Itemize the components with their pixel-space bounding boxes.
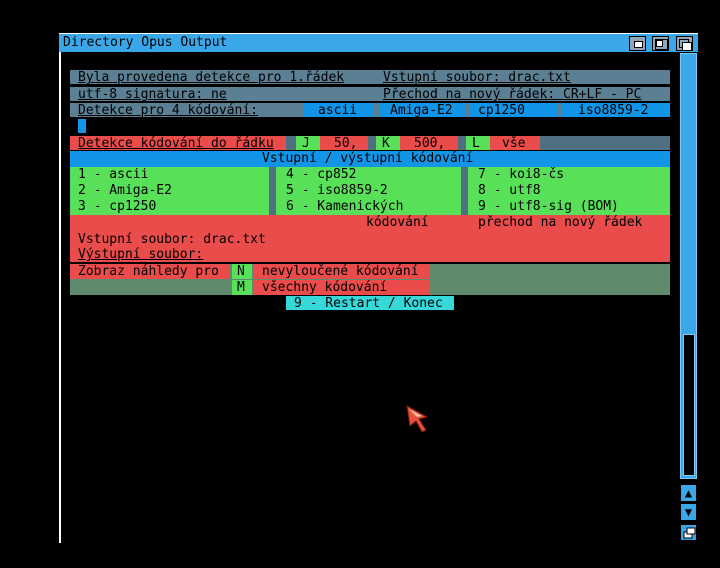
encoding-option-3[interactable]: 3 - cp1250	[78, 199, 157, 214]
encoding-option-6[interactable]: 6 - Kamenických	[286, 199, 404, 214]
depth-option-500[interactable]	[400, 136, 458, 150]
encoding-iso-cell	[562, 103, 670, 117]
encoding-ascii: ascii	[318, 103, 358, 118]
encoding-ascii-cell	[303, 103, 373, 117]
encoding-amiga-cell	[380, 103, 466, 117]
restart-exit-button[interactable]	[286, 296, 454, 310]
encoding-option-5[interactable]: 5 - iso8859-2	[286, 183, 388, 198]
encoding-option-2[interactable]: 2 - Amiga-E2	[78, 183, 172, 198]
encoding-option-8[interactable]: 8 - utf8	[478, 183, 541, 198]
restart-exit-label: 9 - Restart / Konec	[294, 296, 443, 311]
mouse-pointer-icon	[406, 405, 430, 433]
preview-key-n[interactable]	[232, 264, 252, 279]
preview-key-m-label: M	[237, 280, 245, 295]
depth-gadget-icon[interactable]	[676, 36, 693, 51]
scroll-down-icon[interactable]: ▼	[680, 503, 697, 521]
io-column-newline: přechod na nový řádek	[478, 215, 643, 230]
iconify-gadget-icon[interactable]	[629, 36, 646, 51]
encoding-option-4[interactable]: 4 - cp852	[286, 167, 357, 182]
detection-count-label: Detekce pro 4 kódování:	[78, 103, 259, 118]
depth-key-k-label: K	[382, 136, 390, 151]
zoom-gadget-icon[interactable]	[652, 36, 669, 51]
preview-label-cell	[70, 264, 230, 279]
size-gadget-icon[interactable]	[680, 524, 697, 541]
encoding-option-7[interactable]: 7 - koi8-čs	[478, 167, 565, 182]
io-header-title: Vstupní / výstupní kódování	[262, 151, 474, 166]
detection-row-2	[70, 87, 670, 101]
newline-type-text: Přechod na nový řádek: CR+LF - PC	[383, 87, 642, 102]
detection-depth-label: Detekce kódování do řádku	[78, 136, 274, 151]
depth-option-all-label: vše	[502, 136, 526, 151]
io-input-file: Vstupní soubor: drac.txt	[78, 232, 266, 247]
encoding-option-9[interactable]: 9 - utf8-sig (BOM)	[478, 199, 619, 214]
depth-key-l-label: L	[472, 136, 480, 151]
utf8-signature-text: utf-8 signatura: ne	[78, 87, 227, 102]
io-summary-block	[70, 215, 670, 262]
scrollbar-knob[interactable]	[683, 334, 695, 476]
depth-key-l[interactable]	[466, 136, 490, 150]
preview-label: Zobraz náhledy pro	[78, 264, 219, 279]
preview-key-n-label: N	[237, 264, 245, 279]
detection-depth-label-cell	[70, 136, 286, 150]
depth-option-50-label: 50,	[334, 136, 358, 151]
encoding-cp1250-cell	[470, 103, 558, 117]
encoding-cp1250: cp1250	[478, 103, 525, 118]
text-cursor	[78, 119, 86, 133]
detection-result-text: Byla provedena detekce pro 1.řádek	[78, 70, 345, 85]
preview-option-n[interactable]	[254, 264, 430, 279]
depth-option-all[interactable]	[490, 136, 540, 150]
depth-key-k[interactable]	[376, 136, 400, 150]
preview-key-m[interactable]	[232, 280, 252, 295]
depth-option-50[interactable]	[320, 136, 368, 150]
encoding-option-1[interactable]: 1 - ascii	[78, 167, 149, 182]
scroll-up-icon[interactable]: ▲	[680, 484, 697, 502]
encoding-column-2	[276, 167, 461, 215]
io-output-file: Výstupní soubor:	[78, 247, 204, 262]
encoding-amiga: Amiga-E2	[390, 103, 453, 118]
detection-row-1	[70, 70, 670, 84]
io-column-encoding: kódování	[366, 215, 429, 230]
detection-input-file: Vstupní soubor: drac.txt	[383, 70, 571, 85]
window-title: Directory Opus Output	[63, 35, 228, 50]
io-header-bar	[70, 151, 670, 167]
window-title-bar[interactable]	[59, 34, 698, 52]
preview-option-m-label: všechny kódování	[262, 280, 388, 295]
preview-option-n-label: nevyloučené kódování	[262, 264, 419, 279]
encoding-column-1	[70, 167, 269, 215]
depth-key-j[interactable]	[296, 136, 320, 150]
depth-option-500-label: 500,	[414, 136, 446, 151]
preview-option-m[interactable]	[254, 280, 430, 295]
depth-key-j-label: J	[302, 136, 310, 151]
encoding-column-3	[468, 167, 670, 215]
encoding-iso: iso8859-2	[578, 103, 649, 118]
